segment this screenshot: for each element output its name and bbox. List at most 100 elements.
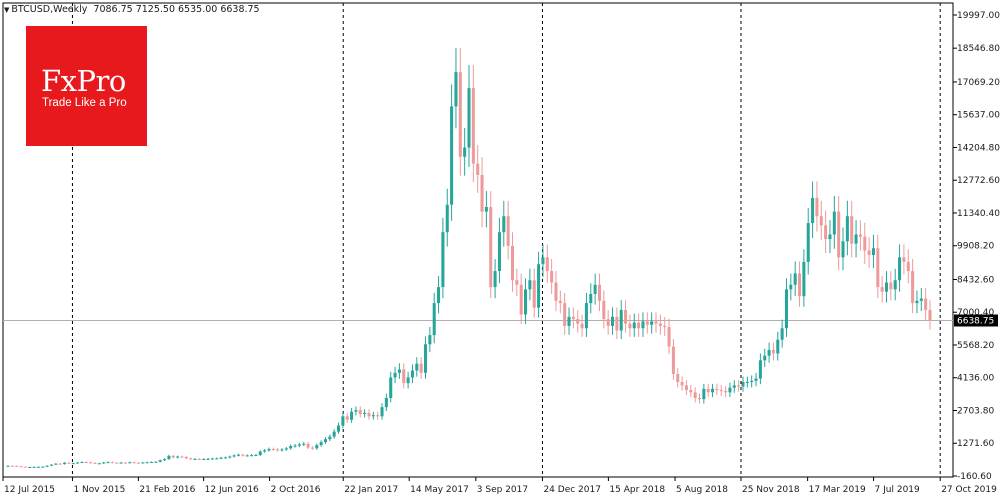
candle-body	[771, 349, 775, 354]
candle-body	[276, 449, 280, 451]
candle-body	[689, 389, 693, 393]
candle-body	[106, 462, 110, 464]
y-tick-label: 7000.40	[957, 308, 994, 318]
candle-body	[676, 373, 680, 382]
candle-body	[667, 327, 671, 347]
candle-body	[184, 457, 188, 459]
candle-body	[506, 216, 510, 246]
x-tick-label: 24 Dec 2017	[543, 485, 601, 495]
current-price-tag	[954, 314, 998, 327]
candle-body	[250, 455, 254, 457]
candle-body	[632, 322, 636, 329]
candle-body	[845, 216, 849, 242]
ohlc-values: 7086.75 7125.50 6535.00 6638.75	[93, 4, 260, 15]
candle-body	[584, 303, 588, 329]
candle-body	[154, 461, 158, 463]
candle-body	[484, 207, 488, 212]
candle-body	[393, 372, 397, 378]
candle-body	[41, 466, 45, 468]
candle-body	[906, 261, 910, 272]
candle-body	[67, 462, 71, 464]
collapse-triangle-icon[interactable]: ▼	[4, 6, 10, 14]
candle-body	[924, 298, 928, 310]
y-tick-label: 17069.20	[957, 78, 1000, 88]
candle-body	[841, 241, 845, 258]
candle-body	[724, 391, 728, 393]
candle-body	[23, 466, 27, 468]
candle-body	[602, 300, 606, 320]
candle-body	[380, 407, 384, 417]
candle-body	[310, 447, 314, 449]
candle-body	[419, 363, 423, 373]
candle-body	[763, 355, 767, 361]
candle-body	[563, 303, 567, 326]
candle-body	[606, 319, 610, 326]
candle-body	[593, 284, 597, 294]
candle-body	[19, 466, 23, 468]
x-tick-label: 15 Apr 2018	[609, 485, 665, 495]
x-tick-label: 14 May 2017	[410, 485, 469, 495]
candle-body	[119, 462, 123, 464]
candle-body	[63, 462, 67, 465]
candle-body	[136, 462, 140, 464]
candle-body	[163, 459, 167, 461]
candle-body	[554, 282, 558, 301]
candle-body	[328, 436, 332, 440]
candle-body	[158, 460, 162, 462]
candle-body	[123, 462, 127, 464]
candle-body	[28, 467, 32, 469]
candle-body	[58, 463, 62, 465]
candle-body	[654, 321, 658, 324]
x-tick-label: 1 Nov 2015	[73, 485, 125, 495]
candle-body	[450, 106, 454, 205]
x-tick-label: 5 Aug 2018	[676, 485, 728, 495]
candle-body	[219, 457, 223, 459]
candle-body	[36, 466, 40, 468]
candle-body	[363, 412, 367, 415]
candle-body	[441, 232, 445, 288]
candle-body	[798, 273, 802, 297]
candle-body	[463, 147, 467, 157]
candle-body	[528, 280, 532, 290]
candle-body	[241, 454, 245, 456]
candle-body	[206, 458, 210, 460]
candle-body	[458, 72, 462, 157]
candle-body	[267, 448, 271, 451]
candle-body	[76, 462, 80, 464]
candle-body	[141, 462, 145, 464]
candle-body	[702, 388, 706, 400]
candle-body	[245, 455, 249, 457]
candle-body	[732, 385, 736, 388]
candle-body	[858, 234, 862, 237]
x-tick-label: 17 Mar 2019	[809, 485, 866, 495]
candle-body	[819, 216, 823, 226]
candle-body	[215, 458, 219, 460]
candle-body	[806, 223, 810, 262]
candle-body	[624, 309, 628, 324]
candle-body	[110, 462, 114, 464]
candle-body	[637, 322, 641, 329]
candle-body	[480, 175, 484, 212]
candle-body	[658, 323, 662, 326]
candle-body	[358, 410, 362, 415]
candle-body	[828, 234, 832, 240]
candle-body	[376, 415, 380, 417]
candle-body	[880, 287, 884, 292]
x-tick-label: 22 Jan 2017	[344, 485, 398, 495]
candle-body	[837, 211, 841, 258]
candle-body	[754, 378, 758, 381]
candle-body	[128, 462, 132, 464]
candle-body	[571, 316, 575, 320]
candle-body	[619, 309, 623, 331]
candle-body	[745, 381, 749, 383]
candle-body	[567, 316, 571, 326]
candle-body	[354, 410, 358, 412]
candle-body	[493, 271, 497, 288]
candle-body	[663, 325, 667, 328]
current-price-label: 6638.75	[957, 317, 994, 327]
candle-body	[728, 387, 732, 393]
candle-body	[197, 458, 201, 460]
candle-body	[254, 454, 258, 456]
candle-body	[789, 284, 793, 290]
candle-body	[680, 381, 684, 386]
